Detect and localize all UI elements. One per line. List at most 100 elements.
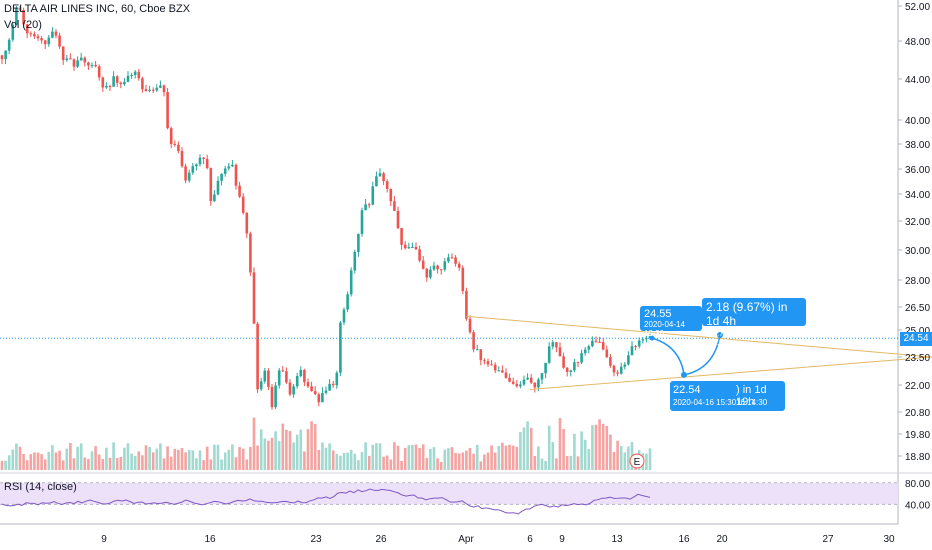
candle-body	[641, 339, 645, 341]
volume-bar	[36, 452, 40, 470]
volume-bar	[69, 443, 72, 470]
volume-bar	[76, 446, 79, 470]
volume-bar	[259, 429, 263, 470]
candle-body	[40, 38, 43, 41]
candle-body	[324, 390, 328, 393]
candle-body	[267, 370, 270, 387]
candle-body	[137, 71, 141, 79]
volume-bar	[443, 449, 447, 470]
last-price-tag: 24.54	[900, 332, 932, 346]
candle-body	[310, 386, 313, 392]
start-time: 2020-04-14 19:30	[644, 320, 685, 338]
volume-bar	[519, 431, 522, 470]
y-tick-label: 22.00	[905, 381, 930, 392]
volume-bar	[328, 443, 331, 470]
candle-body	[245, 212, 249, 234]
candle-body	[544, 362, 547, 374]
candle-body	[72, 59, 76, 67]
candle-body	[378, 173, 382, 177]
candle-body	[126, 75, 130, 82]
volume-bar	[360, 452, 364, 470]
x-tick-label: 9	[101, 534, 107, 545]
candle-body	[198, 157, 202, 165]
y-tick-label: 30.00	[905, 246, 930, 257]
candle-body	[612, 365, 616, 373]
volume-bar	[450, 447, 454, 470]
volume-bar	[151, 452, 155, 470]
candle-body	[576, 362, 580, 364]
candle-body	[457, 263, 461, 268]
volume-bar	[15, 443, 18, 470]
volume-bar	[234, 457, 238, 470]
candle-body	[432, 265, 436, 270]
volume-bar	[335, 453, 339, 470]
volume-bar	[414, 444, 418, 470]
candle-body	[249, 233, 252, 273]
candle-body	[335, 372, 339, 386]
candle-body	[61, 46, 65, 61]
candle-body	[213, 194, 216, 202]
volume-bar	[130, 453, 133, 470]
candle-body	[321, 392, 324, 403]
candle-body	[393, 201, 396, 211]
volume-bar	[623, 452, 627, 470]
candle-body	[522, 379, 526, 385]
candle-body	[87, 62, 90, 66]
volume-bar	[285, 429, 288, 470]
volume-bar	[375, 443, 378, 470]
candle-body	[317, 394, 321, 403]
candle-body	[580, 353, 583, 363]
candle-body	[0, 55, 4, 60]
volume-bar	[558, 418, 562, 470]
volume-bar	[47, 451, 51, 470]
volume-bar	[324, 447, 328, 470]
candle-body	[288, 382, 292, 395]
volume-bar	[540, 458, 544, 470]
volume-bar	[303, 451, 306, 470]
y-tick-label: 44.00	[905, 75, 930, 86]
candle-body	[630, 346, 634, 356]
candle-body	[54, 31, 58, 36]
grid	[0, 0, 932, 525]
volume-bar	[79, 443, 83, 470]
candle-body	[105, 85, 108, 88]
volume-bar	[90, 451, 94, 470]
volume-bar	[195, 458, 198, 470]
volume-bar	[573, 433, 576, 470]
candle-body	[231, 164, 234, 167]
volume-bar	[169, 456, 173, 470]
volume-bars	[0, 417, 652, 470]
volume-bar	[4, 460, 7, 470]
candle-body	[252, 272, 256, 324]
candle-body	[76, 60, 79, 67]
volume-bar	[108, 457, 112, 470]
volume-bar	[609, 434, 612, 470]
candle-body	[191, 166, 195, 173]
candle-body	[551, 342, 555, 347]
volume-bar	[468, 447, 472, 470]
volume-bar	[61, 460, 65, 470]
candle-body	[479, 349, 483, 361]
candle-body	[173, 143, 177, 145]
volume-bar	[141, 455, 144, 470]
volume-bar	[403, 447, 407, 470]
volume-bar	[472, 453, 475, 470]
candle-body	[623, 364, 627, 367]
projection-up-curve	[683, 334, 721, 376]
candle-body	[259, 381, 263, 390]
candle-body	[411, 246, 414, 248]
candle-body	[331, 383, 335, 386]
volume-bar	[591, 425, 594, 470]
x-tick-label: 23	[310, 534, 322, 545]
volume-bar	[317, 449, 321, 470]
candle-body	[537, 379, 540, 388]
x-tick-label: 20	[716, 534, 728, 545]
candle-body	[385, 181, 389, 189]
projection-start-point	[649, 335, 655, 341]
candle-body	[508, 377, 511, 382]
candle-body	[15, 8, 18, 25]
rsi-line	[1, 488, 651, 515]
volume-bar	[357, 460, 360, 470]
candle-body	[180, 151, 184, 167]
